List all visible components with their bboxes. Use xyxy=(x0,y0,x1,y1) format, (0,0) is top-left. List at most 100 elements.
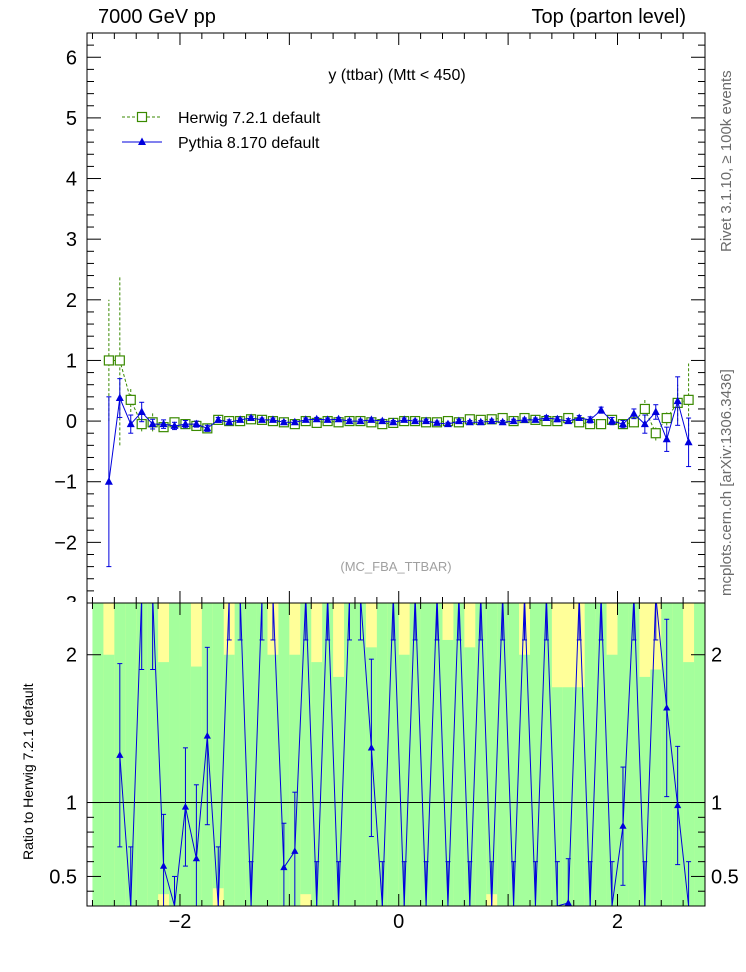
ratio-band-inner xyxy=(540,603,553,906)
ratio-band-inner xyxy=(245,603,258,906)
herwig-point xyxy=(125,394,136,405)
legend-pythia-label: Pythia 8.170 default xyxy=(178,135,320,152)
main-ytick-label: 6 xyxy=(66,47,77,69)
pythia-point xyxy=(192,419,201,428)
analysis-watermark: (MC_FBA_TTBAR) xyxy=(340,559,451,574)
ratio-band-inner xyxy=(376,603,389,906)
herwig-point xyxy=(650,428,661,439)
pythia-point xyxy=(422,416,431,425)
pythia-point xyxy=(104,477,113,485)
main-ytick-label: 3 xyxy=(66,229,77,251)
ratio-band-inner xyxy=(267,654,280,906)
ratio-band-inner xyxy=(223,654,236,906)
ratio-band-inner xyxy=(497,603,509,906)
pythia-point xyxy=(673,396,682,405)
xtick-label: −2 xyxy=(169,911,192,933)
header-energy-label: 7000 GeV pp xyxy=(98,6,216,28)
ratio-band-inner xyxy=(606,654,619,906)
pythia-point xyxy=(137,407,146,415)
ratio-point xyxy=(116,751,124,758)
ratio-band-inner xyxy=(519,654,531,906)
pythia-point xyxy=(684,437,693,446)
ratio-band-inner xyxy=(125,603,137,906)
pythia-point xyxy=(564,416,573,425)
pythia-point xyxy=(378,416,387,425)
pythia-point xyxy=(629,409,638,417)
ratio-point xyxy=(619,822,627,829)
ratio-band-inner xyxy=(311,662,323,906)
ratio-band-inner xyxy=(322,603,334,906)
ratio-point xyxy=(159,862,168,869)
pythia-point xyxy=(443,419,452,428)
pythia-point xyxy=(553,414,562,423)
herwig-point xyxy=(683,394,694,405)
header-process-label: Top (parton level) xyxy=(531,6,686,28)
ratio-band-inner xyxy=(354,603,367,906)
pythia-point xyxy=(487,416,496,425)
ratio-point xyxy=(280,863,288,871)
ratio-band-inner xyxy=(464,647,476,906)
pythia-point xyxy=(520,415,529,423)
pythia-point xyxy=(301,415,310,423)
pythia-point xyxy=(203,423,212,432)
pythia-point xyxy=(115,393,124,402)
axis-ticks xyxy=(87,32,706,906)
legend-herwig-marker xyxy=(136,111,148,123)
pythia-point xyxy=(247,413,256,422)
herwig-point xyxy=(114,355,125,366)
ratio-band-inner xyxy=(529,603,542,906)
ratio-frame xyxy=(86,602,706,907)
ratio-curve xyxy=(87,603,705,906)
pythia-point xyxy=(608,416,617,425)
ratio-band-inner xyxy=(234,603,247,906)
ratio-point xyxy=(367,743,375,751)
pythia-point xyxy=(662,434,671,443)
xtick-label: 2 xyxy=(612,911,623,933)
ratio-band-inner xyxy=(289,654,301,906)
ratio-ytick-label-left: 2 xyxy=(66,645,77,667)
pythia-point xyxy=(290,417,299,426)
main-ytick-label: 0 xyxy=(66,411,77,433)
ratio-band-inner xyxy=(333,676,345,906)
herwig-series-line xyxy=(108,359,689,435)
ratio-band-inner xyxy=(453,603,465,906)
ratio-point xyxy=(674,801,682,809)
ratio-band-inner xyxy=(551,687,564,906)
main-ytick-label: 2 xyxy=(66,290,77,312)
pythia-point xyxy=(356,416,365,425)
main-ytick-label: −3 xyxy=(54,593,77,615)
ratio-band-inner xyxy=(300,603,312,895)
pythia-point xyxy=(433,418,442,426)
main-ytick-label: −2 xyxy=(54,532,77,554)
ratio-point xyxy=(564,899,572,906)
pythia-point xyxy=(159,419,168,428)
ratio-point xyxy=(663,703,671,711)
pythia-point xyxy=(367,415,376,423)
tick-labels: −2 −1 0 1 2 3 4 5 6 −3 0.5 0.5 1 1 2 2 −2 0 2 xyxy=(49,47,739,933)
pythia-point xyxy=(389,417,398,426)
xtick-label: 0 xyxy=(393,911,404,933)
pythia-point xyxy=(258,415,267,423)
ratio-band-inner xyxy=(694,603,705,906)
ratio-band-inner xyxy=(398,654,411,906)
pythia-point xyxy=(225,417,234,426)
pythia-point xyxy=(323,415,332,423)
ratio-band-inner xyxy=(431,603,444,906)
pythia-point xyxy=(279,417,288,426)
pythia-point xyxy=(542,413,551,422)
pythia-point xyxy=(268,415,277,423)
pythia-point xyxy=(236,415,245,423)
ratio-band-inner xyxy=(212,603,225,889)
pythia-point xyxy=(411,416,420,425)
pythia-point xyxy=(476,417,485,426)
ratio-ytick-label-right: 0.5 xyxy=(711,866,739,888)
pythia-point xyxy=(214,415,223,423)
herwig-point xyxy=(103,355,114,366)
ratio-series-line xyxy=(119,603,690,906)
herwig-point xyxy=(661,412,672,424)
pythia-point xyxy=(498,417,507,426)
pythia-point xyxy=(618,419,627,428)
ratio-band-inner xyxy=(584,603,597,906)
ratio-band-inner xyxy=(420,603,433,906)
pythia-point xyxy=(640,419,649,428)
